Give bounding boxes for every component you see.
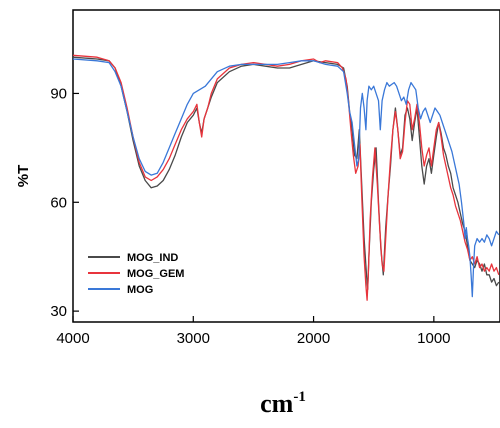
y-tick-label: 60 — [50, 194, 67, 211]
x-axis-label-base: cm — [260, 389, 294, 418]
plot-area: 4000 3000 2000 1000 30 60 90 — [50, 9, 500, 347]
legend-label-mog: MOG — [127, 284, 153, 296]
series-line-mog-gem — [72, 54, 500, 301]
series-layer — [72, 54, 500, 301]
x-axis-label-exponent: -1 — [293, 389, 306, 405]
legend-label-mog-gem: MOG_GEM — [127, 268, 184, 280]
y-tick-label: 30 — [50, 303, 67, 320]
x-axis: 4000 3000 2000 1000 — [56, 316, 451, 347]
x-tick-label: 4000 — [56, 330, 89, 347]
x-tick-label: 1000 — [417, 330, 450, 347]
y-axis-label: %T — [15, 165, 32, 188]
legend-label-mog-ind: MOG_IND — [127, 252, 178, 264]
series-line-mog — [72, 58, 500, 298]
y-axis: 30 60 90 — [50, 85, 79, 320]
y-tick-label: 90 — [50, 85, 67, 102]
plot-frame — [72, 9, 500, 323]
x-axis-label: cm-1 — [260, 389, 306, 418]
x-tick-label: 3000 — [177, 330, 210, 347]
x-tick-label: 2000 — [297, 330, 330, 347]
legend: MOG_IND MOG_GEM MOG — [88, 252, 184, 296]
